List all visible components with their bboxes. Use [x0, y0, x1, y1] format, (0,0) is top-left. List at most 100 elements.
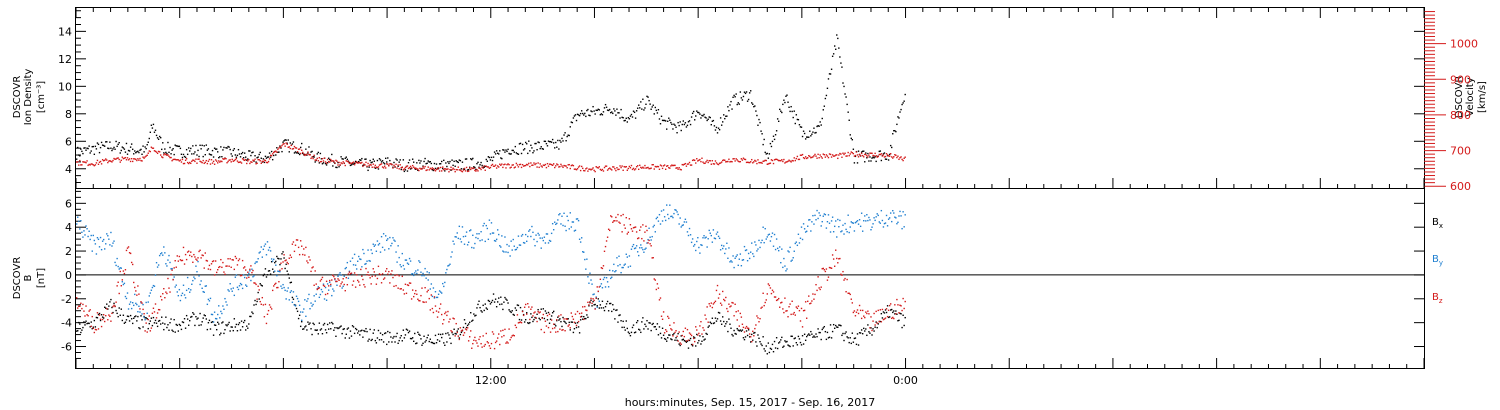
bx-point — [882, 311, 885, 313]
bz-point — [117, 281, 119, 283]
bz-point — [701, 333, 703, 335]
density-point — [529, 150, 531, 152]
bz-point — [572, 318, 575, 320]
density-point — [138, 151, 140, 154]
bz-point — [305, 246, 307, 249]
bx-point — [571, 321, 574, 323]
density-point — [363, 164, 365, 166]
bz-point — [737, 310, 739, 312]
by-point — [792, 257, 794, 259]
velocity-point — [728, 158, 730, 160]
bz-point — [512, 334, 514, 336]
velocity-point — [210, 159, 213, 161]
bx-point — [146, 318, 148, 320]
bx-point — [530, 313, 532, 315]
velocity-point — [362, 165, 364, 168]
by-point — [551, 222, 554, 225]
bz-point — [668, 317, 670, 319]
density-point — [195, 144, 197, 147]
by-point — [642, 248, 644, 251]
by-point — [158, 254, 161, 257]
velocity-point — [115, 158, 117, 160]
velocity-point — [375, 166, 378, 168]
bz-point — [229, 258, 231, 260]
by-point — [488, 219, 491, 221]
velocity-point — [233, 159, 236, 162]
bx-point — [87, 322, 89, 324]
density-point — [470, 158, 472, 160]
density-point — [91, 145, 93, 148]
bx-point — [408, 330, 411, 332]
density-point — [229, 148, 231, 151]
bx-point — [305, 325, 307, 327]
bz-point — [626, 233, 629, 235]
density-point — [869, 156, 871, 158]
velocity-point — [174, 158, 176, 161]
by-point — [206, 303, 209, 306]
bz-point — [757, 317, 759, 319]
bx-point — [394, 341, 396, 343]
density-point — [385, 157, 387, 160]
bx-point — [736, 327, 738, 330]
bx-point — [431, 341, 434, 344]
velocity-point — [794, 159, 796, 162]
density-point — [118, 141, 120, 144]
density-point — [350, 164, 353, 166]
velocity-point — [580, 165, 583, 168]
velocity-point — [212, 160, 215, 163]
velocity-point — [172, 158, 174, 161]
density-point — [400, 168, 402, 171]
bz-point — [408, 282, 411, 284]
density-point — [815, 131, 817, 134]
velocity-point — [176, 159, 178, 161]
density-point — [678, 124, 680, 127]
velocity-point — [146, 154, 148, 156]
density-point — [587, 108, 589, 111]
velocity-point — [500, 164, 502, 166]
velocity-point — [402, 169, 405, 171]
density-point — [447, 161, 449, 163]
bx-point — [723, 320, 725, 323]
bz-point — [177, 260, 180, 262]
density-point — [829, 73, 832, 75]
velocity-point — [447, 168, 449, 170]
velocity-point — [251, 161, 253, 163]
bz-point — [527, 303, 529, 305]
bz-point — [406, 284, 409, 286]
velocity-point — [345, 160, 347, 162]
density-point — [611, 111, 613, 113]
velocity-point — [814, 153, 816, 156]
by-point — [289, 291, 292, 294]
density-point — [99, 146, 102, 149]
bx-point — [875, 321, 877, 323]
density-point — [94, 145, 97, 148]
bz-point — [564, 330, 566, 332]
density-point — [175, 145, 177, 147]
bz-point — [546, 314, 549, 317]
by-point — [533, 238, 535, 241]
bx-point — [897, 320, 899, 322]
bz-point — [311, 267, 313, 269]
density-point — [153, 131, 156, 133]
bz-point — [509, 339, 511, 341]
bx-point — [670, 338, 672, 340]
bz-point — [442, 323, 444, 325]
bx-point — [382, 341, 385, 343]
bz-point — [276, 286, 278, 289]
bx-point — [154, 319, 157, 322]
density-point — [606, 109, 609, 111]
density-point — [847, 111, 849, 113]
density-point — [193, 153, 195, 155]
bz-point — [225, 265, 227, 267]
density-point — [631, 116, 634, 118]
bz-point — [618, 221, 620, 223]
bx-point — [542, 308, 545, 310]
density-point — [629, 115, 632, 117]
bx-point — [360, 330, 362, 332]
bx-point — [724, 325, 726, 327]
bx-point — [201, 321, 203, 323]
velocity-point — [82, 161, 84, 163]
field-ytick-label: -2 — [61, 293, 72, 306]
bx-point — [648, 322, 650, 324]
bx-point — [172, 330, 174, 333]
